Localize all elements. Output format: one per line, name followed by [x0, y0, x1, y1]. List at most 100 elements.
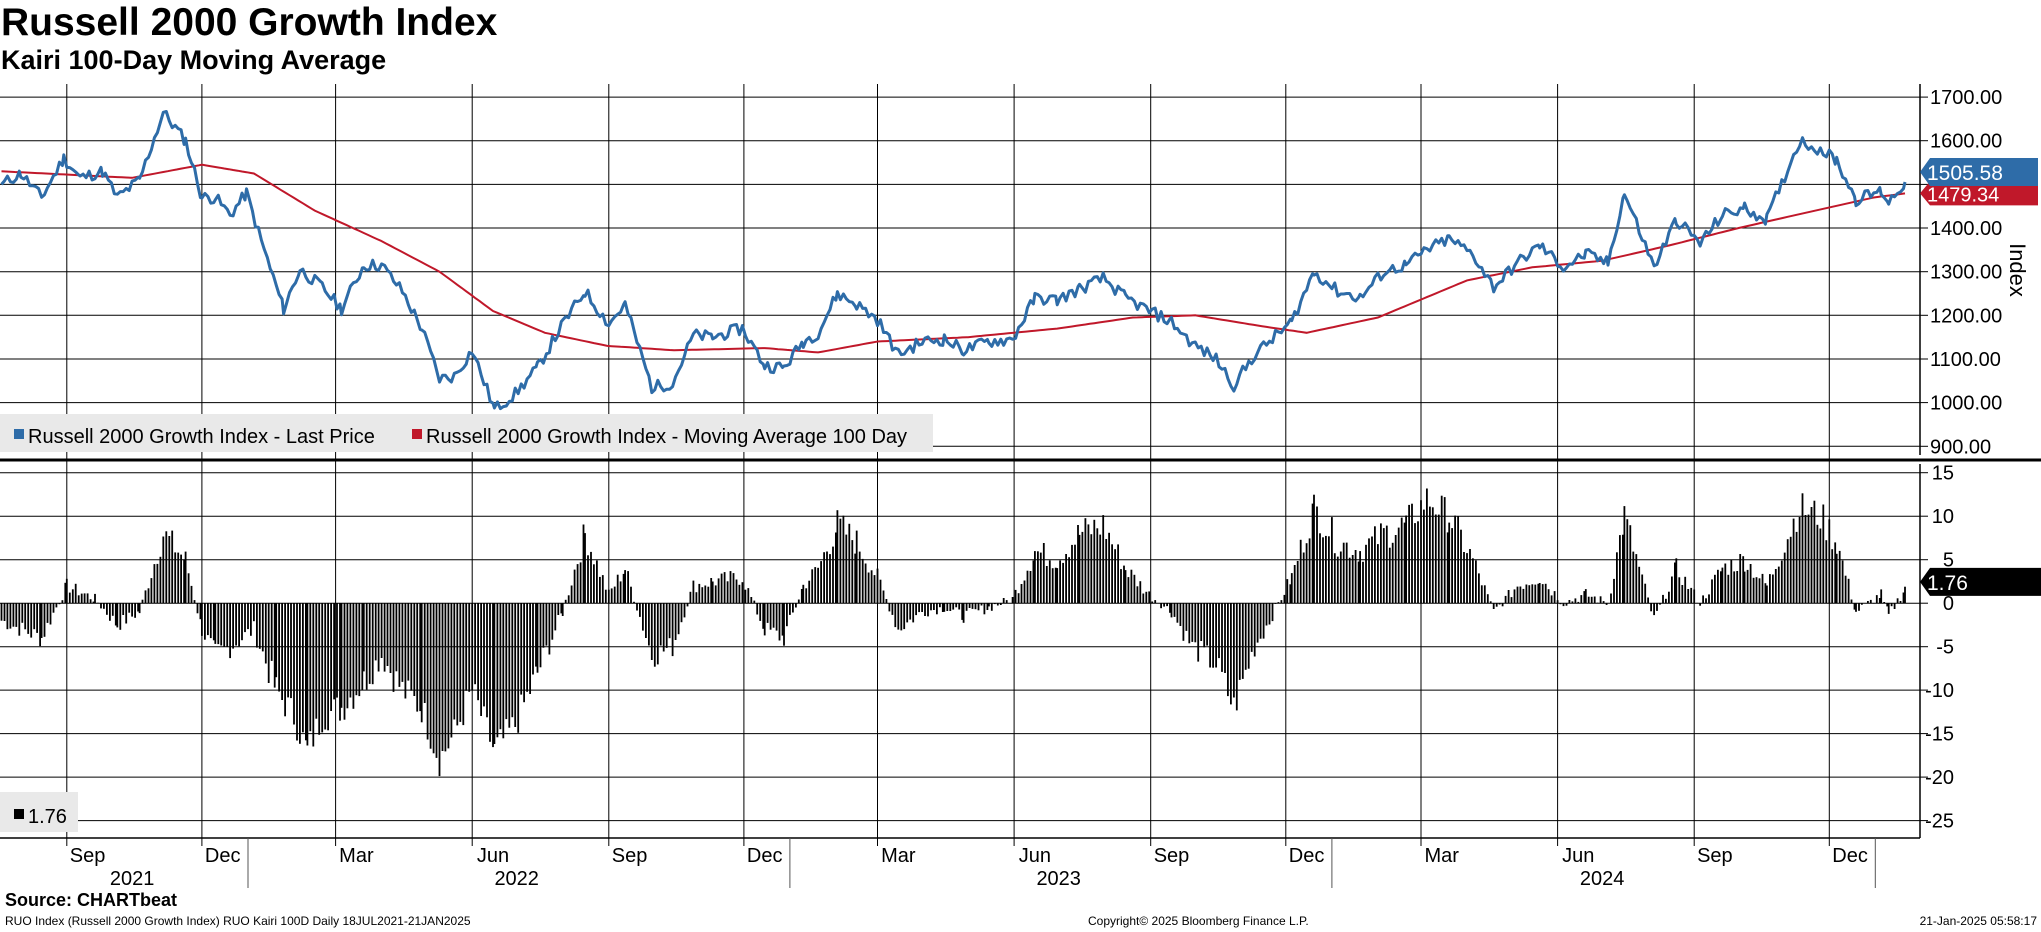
kairi-bar	[1616, 552, 1618, 604]
kairi-bar	[244, 603, 246, 633]
kairi-bar	[778, 603, 781, 641]
kairi-bar	[1241, 603, 1244, 679]
kairi-bar	[1238, 603, 1241, 680]
kairi-bar	[1405, 515, 1407, 604]
kairi-bar	[371, 603, 374, 685]
kairi-bar	[636, 603, 638, 611]
y-tick-label-kairi: -5	[1936, 637, 1954, 659]
kairi-bar	[12, 603, 15, 627]
kairi-bar	[1380, 523, 1382, 604]
kairi-bar	[1090, 534, 1093, 604]
kairi-bar	[165, 531, 168, 604]
kairi-bar	[401, 603, 404, 682]
y-tick-label-kairi: 10	[1932, 506, 1954, 528]
kairi-bar	[1071, 544, 1073, 604]
kairi-bar	[150, 578, 153, 604]
kairi-bar	[795, 603, 797, 608]
kairi-bar	[333, 603, 335, 700]
kairi-bar	[993, 603, 996, 605]
kairi-bar	[462, 603, 465, 726]
kairi-bar	[680, 603, 683, 623]
kairi-bar	[1886, 603, 1889, 607]
kairi-bar	[1348, 557, 1351, 604]
kairi-bar	[1420, 500, 1422, 604]
kairi-bar	[1681, 585, 1684, 604]
kairi-bar	[627, 571, 629, 604]
kairi-bar	[870, 570, 873, 604]
kairi-bar	[1804, 515, 1807, 604]
ma-value-label: 1479.34	[1927, 184, 1999, 206]
kairi-bar	[162, 536, 165, 604]
y-axis-label: Index	[2005, 243, 2030, 297]
kairi-bar	[156, 563, 159, 604]
kairi-bar	[582, 524, 585, 604]
kairi-bar	[1584, 589, 1587, 604]
kairi-bar	[1671, 576, 1673, 604]
kairi-bar	[58, 603, 61, 605]
kairi-bar	[683, 603, 686, 618]
kairi-bar	[441, 603, 444, 751]
kairi-bar	[1568, 600, 1571, 604]
y-tick-label-kairi: -15	[1925, 724, 1954, 746]
x-tick-label-month: Jun	[1562, 845, 1594, 867]
kairi-bar	[459, 603, 462, 722]
kairi-bar	[692, 580, 695, 604]
kairi-bar	[1746, 569, 1749, 604]
kairi-bar	[1039, 552, 1042, 604]
kairi-bar	[1354, 550, 1357, 604]
kairi-bar	[94, 593, 96, 604]
price-value-tag	[1920, 157, 2038, 186]
kairi-bar	[256, 603, 258, 648]
kairi-bar	[1650, 603, 1652, 612]
kairi-bar	[662, 603, 665, 652]
kairi-bar	[1166, 603, 1168, 607]
kairi-bar	[1541, 584, 1544, 604]
kairi-bar	[1562, 603, 1565, 607]
kairi-bar	[523, 603, 525, 703]
kairi-bar	[1638, 566, 1641, 604]
kairi-bar	[502, 603, 505, 739]
kairi-bar	[1801, 493, 1804, 604]
kairi-bar	[386, 603, 389, 666]
kairi-bar	[392, 603, 395, 692]
kairi-bar	[1431, 507, 1434, 604]
x-tick-label-month: Jun	[477, 845, 509, 867]
kairi-bar	[1322, 537, 1324, 604]
kairi-bar	[885, 599, 888, 604]
kairi-bar	[1858, 603, 1860, 611]
kairi-bar	[1093, 519, 1096, 604]
kairi-bar	[1388, 547, 1391, 604]
kairi-bar	[590, 551, 592, 604]
kairi-bar	[557, 603, 560, 615]
kairi-bar	[1130, 569, 1133, 604]
kairi-bar	[653, 603, 656, 667]
kairi-bar	[204, 603, 206, 640]
kairi-bar	[486, 603, 488, 718]
kairi-bar	[327, 603, 329, 731]
kairi-bar	[707, 586, 710, 604]
kairi-bar	[83, 593, 86, 604]
kairi-bar	[315, 603, 318, 719]
kairi-bar	[1005, 600, 1008, 604]
kairi-bar	[1259, 603, 1262, 639]
kairi-bar	[1074, 544, 1076, 604]
kairi-bar	[36, 603, 38, 633]
kairi-bar	[1206, 603, 1208, 646]
kairi-bar	[103, 603, 105, 609]
kairi-bar	[1169, 603, 1171, 613]
kairi-bar	[273, 603, 276, 688]
kairi-bar	[1218, 603, 1220, 659]
kairi-bar	[946, 603, 949, 611]
kairi-bar	[223, 603, 226, 647]
kairi-bar	[879, 579, 882, 604]
kairi-bar	[1451, 528, 1453, 604]
kairi-bar	[1507, 590, 1510, 604]
kairi-bar	[21, 603, 24, 623]
kairi-bar	[1221, 603, 1223, 672]
kairi-bar	[1828, 519, 1831, 604]
kairi-bar	[1480, 585, 1483, 604]
kairi-bar	[610, 588, 613, 604]
kairi-bar	[854, 553, 857, 604]
kairi-bar	[999, 603, 1002, 605]
kairi-bar	[792, 603, 794, 613]
